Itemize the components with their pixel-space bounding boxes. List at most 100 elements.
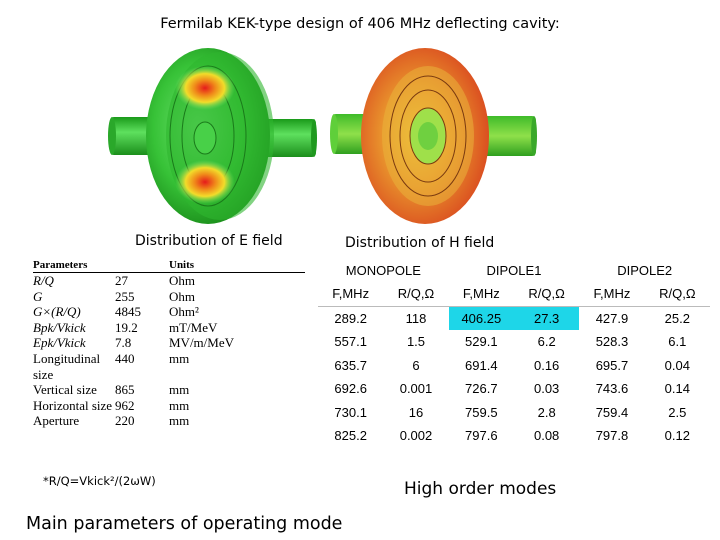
page-title: Fermilab KEK-type design of 406 MHz defl… xyxy=(160,16,560,32)
param-unit: mT/MeV xyxy=(169,319,218,335)
table-cell: 825.2 xyxy=(334,428,367,444)
param-name: Epk/Vkick xyxy=(33,335,86,351)
table-row: G 255 Ohm xyxy=(33,289,305,305)
operating-mode-caption: Main parameters of operating mode xyxy=(26,514,343,534)
rq-header: R/Q,Ω xyxy=(513,282,580,307)
table-cell: 6 xyxy=(412,357,420,373)
table-cell: 118 xyxy=(405,310,427,326)
table-row: Aperture 220 mm xyxy=(33,413,305,429)
param-unit: Ohm xyxy=(169,288,195,304)
value-header xyxy=(115,259,169,273)
freq-header: F,MHz xyxy=(318,282,384,307)
table-cell: 2.8 xyxy=(537,404,556,420)
param-value: 440 xyxy=(115,350,135,366)
param-value: 4845 xyxy=(115,304,141,320)
table-row: Epk/Vkick 7.8 MV/m/MeV xyxy=(33,335,305,351)
table-cell: 759.4 xyxy=(595,404,629,420)
units-header: Units xyxy=(169,259,305,273)
rq-header: R/Q,Ω xyxy=(644,282,710,307)
param-value: 220 xyxy=(115,413,135,429)
table-cell: 797.6 xyxy=(465,428,498,444)
table-row: Horizontal size 962 mm xyxy=(33,398,305,414)
table-cell: 0.12 xyxy=(664,428,690,444)
param-unit: mm xyxy=(169,413,190,429)
param-unit: MV/m/MeV xyxy=(169,335,234,351)
table-cell: 2.5 xyxy=(668,404,687,420)
parameters-header: Parameters xyxy=(33,259,115,273)
param-value: 27 xyxy=(115,271,169,289)
freq-header: F,MHz xyxy=(448,282,514,307)
param-name: Vertical size xyxy=(33,382,97,398)
table-cell: 0.002 xyxy=(399,428,433,444)
dipole1-header: DIPOLE1 xyxy=(486,262,542,278)
operating-mode-cell: 27.3 xyxy=(513,306,580,330)
param-name: G xyxy=(33,288,43,304)
table-row: 730.1 16 759.5 2.8 759.4 2.5 xyxy=(318,401,710,425)
table-row: 692.6 0.001 726.7 0.03 743.6 0.14 xyxy=(318,377,710,401)
param-value: 7.8 xyxy=(115,335,132,351)
h-field-cavity-image xyxy=(330,44,540,233)
parameters-table: Parameters Units R/Q 27 Ohm G 255 Ohm G×… xyxy=(33,259,305,429)
table-cell: 0.03 xyxy=(533,381,560,397)
table-cell: 528.3 xyxy=(595,334,629,350)
param-unit: Ohm² xyxy=(169,304,199,320)
operating-mode-cell: 406.25 xyxy=(448,306,514,330)
table-cell: 0.14 xyxy=(664,381,690,397)
table-cell: 0.08 xyxy=(533,428,560,444)
table-cell: 289.2 xyxy=(334,310,367,326)
rq-footnote: *R/Q=Vkick²/(2ωW) xyxy=(43,474,156,488)
e-field-caption: Distribution of E field xyxy=(135,233,283,249)
e-field-cavity-image xyxy=(108,44,318,233)
table-cell: 691.4 xyxy=(465,357,498,373)
param-value: 865 xyxy=(115,382,135,398)
table-cell: 557.1 xyxy=(334,334,367,350)
table-cell: 6.1 xyxy=(668,334,687,350)
param-name: Aperture xyxy=(33,413,80,429)
table-row: 557.1 1.5 529.1 6.2 528.3 6.1 xyxy=(318,330,710,354)
table-cell: 695.7 xyxy=(595,357,629,373)
param-unit: mm xyxy=(169,350,190,366)
param-name: R/Q xyxy=(33,273,54,288)
monopole-header: MONOPOLE xyxy=(345,262,421,278)
param-unit: mm xyxy=(169,397,190,413)
hom-caption: High order modes xyxy=(404,479,557,499)
param-unit: mm xyxy=(169,382,190,398)
table-cell: 797.8 xyxy=(595,428,629,444)
table-cell: 0.001 xyxy=(399,381,433,397)
hom-table: MONOPOLE DIPOLE1 DIPOLE2 F,MHz R/Q,Ω F,M… xyxy=(318,258,710,448)
table-row: 289.2 118 406.25 27.3 427.9 25.2 xyxy=(318,306,710,330)
param-name: Horizontal size xyxy=(33,397,113,413)
table-cell: 529.1 xyxy=(465,334,498,350)
table-cell: 635.7 xyxy=(334,357,367,373)
freq-header: F,MHz xyxy=(579,282,645,307)
param-value: 962 xyxy=(115,397,135,413)
table-cell: 16 xyxy=(408,404,424,420)
table-cell: 730.1 xyxy=(334,404,367,420)
h-field-caption: Distribution of H field xyxy=(345,235,495,251)
param-value: 19.2 xyxy=(115,319,138,335)
table-row: R/Q 27 Ohm xyxy=(33,271,305,289)
table-cell: 692.6 xyxy=(334,381,367,397)
table-row: 635.7 6 691.4 0.16 695.7 0.04 xyxy=(318,354,710,378)
rq-header: R/Q,Ω xyxy=(383,282,449,307)
table-cell: 759.5 xyxy=(465,404,498,420)
param-unit: Ohm xyxy=(169,271,305,289)
table-cell: 6.2 xyxy=(537,334,556,350)
dipole2-header: DIPOLE2 xyxy=(617,262,673,278)
table-cell: 726.7 xyxy=(465,381,498,397)
table-cell: 743.6 xyxy=(595,381,629,397)
table-cell: 1.5 xyxy=(406,334,426,350)
param-name: Longitudinal size xyxy=(33,350,101,382)
param-value: 255 xyxy=(115,288,135,304)
table-cell: 0.16 xyxy=(533,357,560,373)
table-cell: 427.9 xyxy=(595,310,629,326)
table-row: 825.2 0.002 797.6 0.08 797.8 0.12 xyxy=(318,424,710,448)
table-cell: 25.2 xyxy=(664,310,690,326)
table-row: Vertical size 865 mm xyxy=(33,382,305,398)
param-name: G×(R/Q) xyxy=(33,304,81,320)
param-name: Bpk/Vkick xyxy=(33,319,86,335)
table-cell: 0.04 xyxy=(664,357,690,373)
table-row: Longitudinal size 440 mm xyxy=(33,351,305,382)
table-row: G×(R/Q) 4845 Ohm² xyxy=(33,304,305,320)
table-row: Bpk/Vkick 19.2 mT/MeV xyxy=(33,320,305,336)
